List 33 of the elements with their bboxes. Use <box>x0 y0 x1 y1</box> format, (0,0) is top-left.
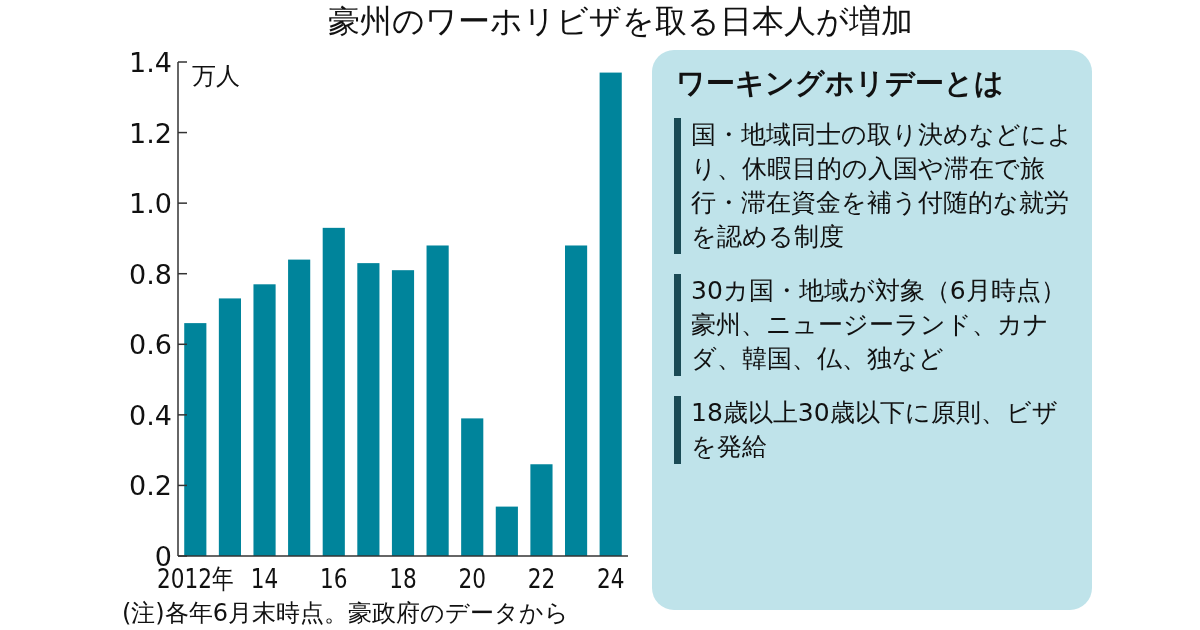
text: 30カ国・地域が対象（6月時点）豪州、ニュージーランド、カナダ、韓国、仏、独など <box>674 274 1074 376</box>
bar <box>184 323 207 556</box>
x-tick-label: 18 <box>389 563 424 594</box>
bar <box>391 270 415 556</box>
x-tick-label: 14 <box>250 563 286 594</box>
bar <box>461 418 484 556</box>
bar <box>599 72 622 556</box>
bar <box>357 263 380 556</box>
bar <box>530 464 553 556</box>
y-tick-label: 1.4 <box>129 47 172 78</box>
y-tick-label: 0.4 <box>129 399 172 431</box>
bar <box>322 227 345 556</box>
y-axis-title: 万人 <box>192 62 240 90</box>
y-tick-label: 0.6 <box>129 329 172 361</box>
bar <box>495 506 518 556</box>
chart-title: 豪州のワーホリビザを取る日本人が増加 <box>327 2 913 40</box>
text: 国・地域同士の取り決めなどにより、休暇目的の入国や滞在で旅行・滞在資金を補う付随的な就労を認める制度 <box>674 118 1074 254</box>
text: (注)各年6月末時点。豪政府のデータから <box>122 599 569 627</box>
bar <box>218 298 241 556</box>
y-tick-label: 0.8 <box>129 258 172 290</box>
bar <box>253 284 276 556</box>
x-tick-label: 22 <box>527 563 563 594</box>
x-tick-label: 20 <box>458 563 493 594</box>
x-tick-label: 16 <box>320 563 355 594</box>
y-tick-label: 1.0 <box>129 188 172 220</box>
text: ワーキングホリデーとは <box>676 65 1005 102</box>
bar <box>426 245 449 556</box>
bar <box>565 245 588 556</box>
text: 18歳以上30歳以下に原則、ビザを発給 <box>674 396 1074 464</box>
bar <box>288 259 311 556</box>
y-tick-label: 0.2 <box>129 470 172 502</box>
y-tick-label: 1.2 <box>129 117 172 149</box>
x-tick-label: 24 <box>596 563 632 594</box>
